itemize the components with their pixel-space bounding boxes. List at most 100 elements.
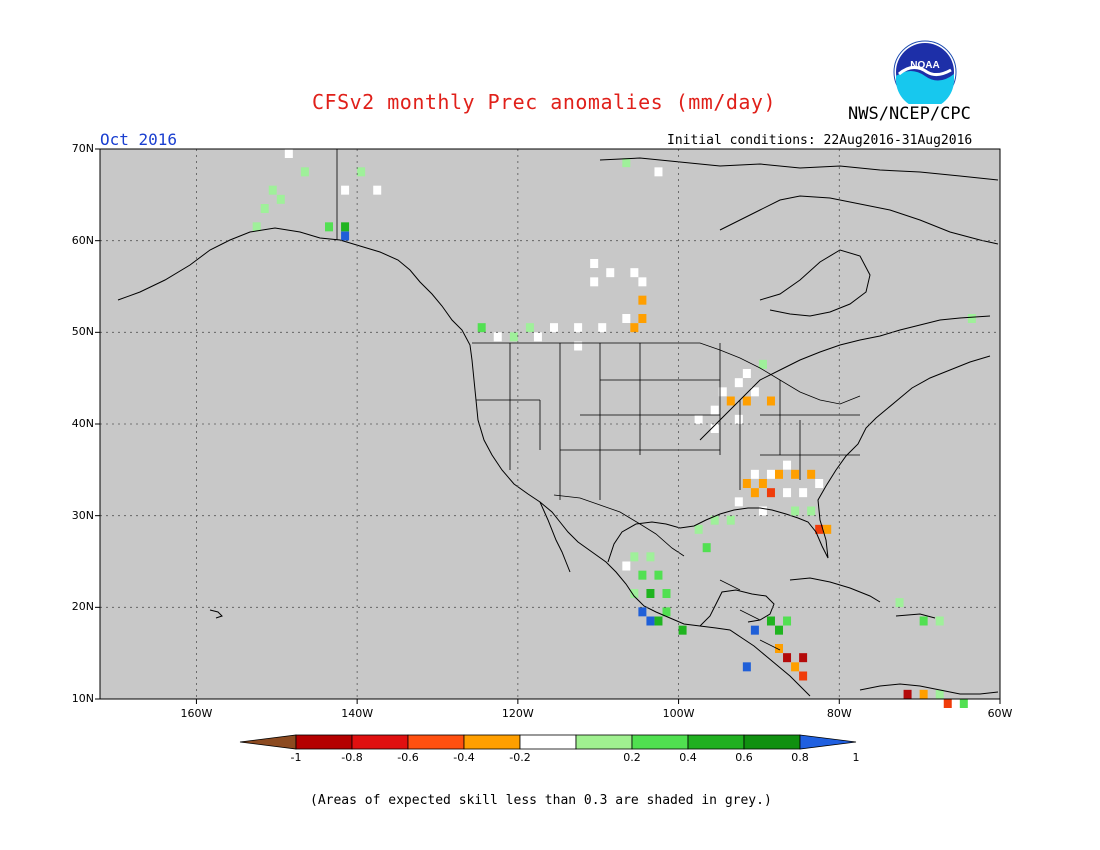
anomaly-cell (799, 653, 808, 663)
lon-tick-label: 80W (826, 707, 852, 720)
anomaly-cell (550, 323, 558, 333)
anomaly-cell (638, 570, 647, 580)
anomaly-cell (357, 167, 366, 177)
anomaly-cell (630, 552, 639, 562)
lat-tick-label: 40N (71, 417, 94, 430)
colorbar-label: -0.8 (341, 751, 363, 764)
anomaly-cell (477, 323, 486, 333)
lon-tick-label: 100W (662, 707, 695, 720)
anomaly-cell (919, 616, 928, 626)
anomaly-cell (895, 598, 904, 608)
anomaly-cell (276, 194, 285, 204)
colorbar-label: 0.4 (679, 751, 697, 764)
anomaly-cell (622, 561, 631, 571)
initial-conditions: Initial conditions: 22Aug2016-31Aug2016 (667, 133, 973, 148)
anomaly-cell (758, 506, 767, 516)
anomaly-cell (630, 268, 639, 278)
agency-label: NWS/NCEP/CPC (848, 104, 971, 124)
lat-tick-label: 30N (71, 508, 94, 522)
anomaly-cell (791, 506, 800, 516)
anomaly-cell (815, 524, 824, 534)
anomaly-cell (654, 167, 663, 177)
anomaly-cell (791, 469, 800, 479)
anomaly-cell (815, 479, 824, 488)
anomaly-cell (341, 185, 350, 195)
anomaly-cell (622, 314, 631, 323)
anomaly-cell (678, 625, 687, 635)
anomaly-cell (662, 589, 671, 598)
lat-tick-label: 60N (71, 233, 94, 247)
anomaly-cell (919, 689, 928, 699)
anomaly-cell (750, 469, 759, 479)
chart-title: CFSv2 monthly Prec anomalies (mm/day) (312, 90, 777, 114)
anomaly-cell (325, 222, 333, 232)
colorbar-label: -0.4 (453, 751, 475, 764)
anomaly-cell (734, 497, 743, 507)
anomaly-cell (630, 323, 639, 333)
lon-tick-label: 140W (341, 707, 374, 720)
anomaly-cell (533, 332, 542, 342)
anomaly-cell (943, 699, 952, 708)
anomaly-cell (726, 396, 735, 406)
anomaly-cell (758, 479, 767, 488)
colorbar-label: 0.8 (791, 751, 809, 764)
anomaly-cell (750, 625, 759, 635)
anomaly-cell (252, 222, 261, 232)
noaa-logo: NOAA (893, 40, 957, 104)
anomaly-cell (574, 341, 583, 351)
colorbar-label: 1 (852, 751, 860, 764)
anomaly-cell (525, 323, 534, 333)
anomaly-cell (903, 689, 912, 699)
anomaly-cell (766, 616, 775, 626)
anomaly-cell (734, 378, 743, 388)
anomaly-cell (638, 277, 647, 287)
anomaly-cell (509, 332, 518, 342)
anomaly-cells (252, 149, 976, 708)
anomaly-cell (710, 515, 719, 525)
anomaly-cell (807, 506, 816, 516)
lat-tick-label: 10N (71, 692, 94, 705)
colorbar-label: 0.2 (623, 751, 641, 764)
anomaly-cell (783, 653, 792, 663)
anomaly-cell (638, 295, 647, 305)
lat-tick-label: 70N (71, 142, 94, 155)
anomaly-cell (654, 616, 663, 626)
anomaly-cell (694, 414, 703, 424)
anomaly-cell (493, 332, 502, 342)
anomaly-cell (734, 414, 743, 424)
anomaly-cell (373, 185, 382, 195)
anomaly-cell (646, 589, 655, 598)
anomaly-cell (807, 469, 816, 479)
anomaly-cell (967, 314, 976, 323)
anomaly-cell (284, 149, 293, 158)
anomaly-cell (726, 515, 735, 525)
colorbar-label: -0.2 (509, 751, 531, 764)
anomaly-cell (799, 488, 808, 498)
skill-note: (Areas of expected skill less than 0.3 a… (310, 793, 772, 808)
anomaly-cell (260, 204, 269, 213)
anomaly-cell (638, 607, 647, 617)
anomaly-cell (783, 488, 792, 498)
anomaly-cell (646, 552, 655, 562)
anomaly-cell (638, 314, 647, 323)
anomaly-cell (702, 543, 711, 553)
anomaly-cell (799, 671, 808, 681)
anomaly-cell (742, 396, 751, 406)
lon-tick-label: 160W (180, 707, 213, 720)
anomaly-cell (718, 387, 727, 397)
anomaly-cell (935, 689, 944, 699)
anomaly-cell (823, 524, 832, 534)
anomaly-cell (766, 396, 775, 406)
lon-tick-label: 60W (987, 707, 1013, 720)
anomaly-cell (710, 405, 719, 415)
political-borders (336, 149, 861, 651)
colorbar-label: -0.6 (397, 751, 419, 764)
anomaly-cell (341, 231, 350, 241)
anomaly-cell (935, 616, 944, 626)
anomaly-cell (590, 277, 599, 287)
anomaly-cell (766, 469, 775, 479)
anomaly-cell (598, 323, 607, 333)
anomaly-cell (750, 488, 759, 498)
anomaly-cell (750, 387, 759, 397)
